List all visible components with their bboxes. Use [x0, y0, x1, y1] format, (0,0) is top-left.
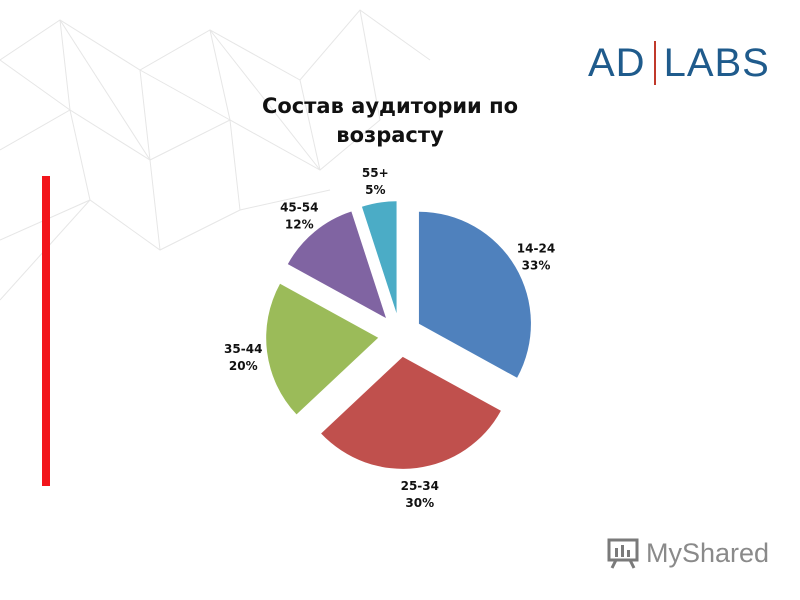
- pie-slice-45-54: [287, 211, 386, 319]
- logo-divider: [653, 41, 656, 85]
- adlabs-logo: AD LABS: [588, 38, 770, 88]
- pie-slice-35-44: [266, 283, 379, 415]
- logo-text-right: LABS: [663, 40, 770, 85]
- slice-category-label: 45-54: [280, 200, 318, 214]
- slice-category-label: 35-44: [224, 342, 262, 356]
- logo-text-left: AD: [588, 40, 646, 85]
- slice-category-label: 14-24: [517, 242, 555, 256]
- slice-value-label: 33%: [522, 259, 551, 273]
- slice-category-label: 55+: [362, 166, 389, 180]
- slice-value-label: 20%: [229, 359, 258, 373]
- slice-value-label: 12%: [285, 217, 314, 231]
- slice-value-label: 30%: [405, 496, 434, 510]
- myshared-watermark: MyShared: [606, 536, 769, 570]
- slice-value-label: 5%: [365, 183, 385, 197]
- watermark-text: MyShared: [646, 537, 770, 568]
- chart-title: Состав аудитории по возрасту: [261, 94, 519, 147]
- pie-slice-55+: [361, 201, 397, 314]
- pie-slice-25-34: [321, 356, 501, 469]
- pie-slice-14-24: [418, 211, 531, 378]
- presentation-board-icon: [607, 538, 639, 569]
- red-accent-stripe: [42, 176, 50, 486]
- slice-category-label: 25-34: [401, 479, 439, 493]
